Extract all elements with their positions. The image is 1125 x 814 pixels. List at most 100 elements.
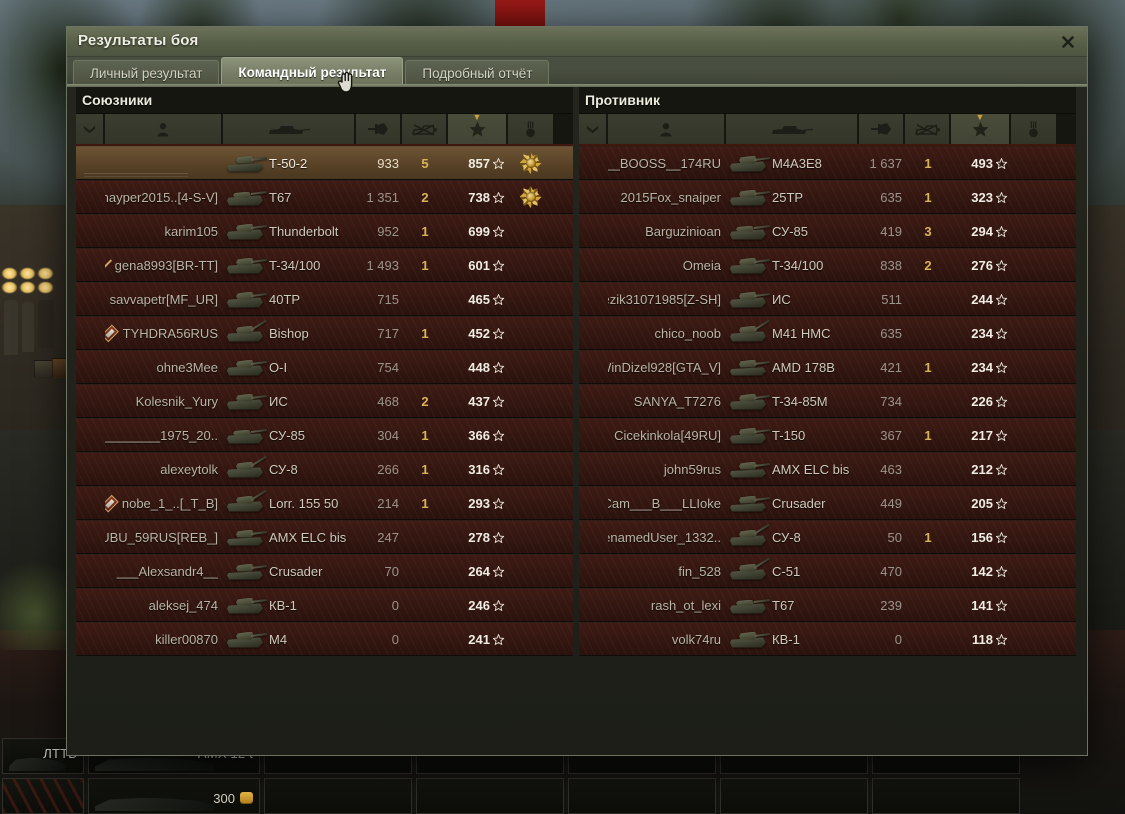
row-player-name[interactable]: karim105 — [105, 215, 223, 247]
carousel-cell[interactable]: 300 — [88, 778, 260, 814]
header-xp-star-icon[interactable]: ▼ — [448, 113, 508, 144]
tank-thumbnail — [223, 147, 269, 179]
table-row[interactable]: Omeia T-34/100 838 2 276 — [579, 248, 1076, 282]
table-row[interactable]: 2015Fox_snaiper 25TP 635 1 323 — [579, 180, 1076, 214]
table-row[interactable]: Cicekinkola[49RU] T-150 367 1 217 — [579, 418, 1076, 452]
table-row[interactable]: aleksej_474 КВ-1 0 246 — [76, 588, 573, 622]
row-player-name[interactable]: ohne3Mee — [105, 351, 223, 383]
row-player-name[interactable]: WinDizel928[GTA_V] — [608, 351, 726, 383]
table-row[interactable]: __BOOSS__174RU M4A3E8 1 637 1 493 — [579, 146, 1076, 180]
table-row[interactable]: RenamedUser_1332.. СУ-8 50 1 156 — [579, 520, 1076, 554]
row-player-name[interactable]: ___Alexsandr4__ — [105, 555, 223, 587]
table-row[interactable]: Cam___B___LLIoke Crusader 449 205 — [579, 486, 1076, 520]
header-xp-star-icon[interactable]: ▼ — [951, 113, 1011, 144]
row-player-name[interactable]: killer00870 — [105, 623, 223, 655]
row-player-name[interactable]: RenamedUser_1332.. — [608, 521, 726, 553]
row-player-name[interactable]: john59rus — [608, 453, 726, 485]
tab-team-result[interactable]: Командный результат — [221, 57, 404, 86]
table-row[interactable]: nobe_1_..[_T_B] Lorr. 155 50 214 1 293 — [76, 486, 573, 520]
tank-thumbnail — [726, 623, 772, 655]
row-player-name[interactable]: __BOOSS__174RU — [608, 147, 726, 179]
achievement-medal-icon[interactable] — [520, 186, 542, 208]
table-row[interactable]: BUBU_59RUS[REB_] AMX ELC bis 247 278 — [76, 520, 573, 554]
row-player-name[interactable]: SANYA_T7276 — [608, 385, 726, 417]
row-player-name[interactable]: ezik31071985[Z-SH] — [608, 283, 726, 315]
row-rank-badge — [76, 419, 105, 451]
row-player-name[interactable]: 2015Fox_snaiper — [608, 181, 726, 213]
tab-detailed-report[interactable]: Подробный отчёт — [405, 60, 550, 86]
table-row[interactable]: snayper2015..[4-S-V] T67 1 351 2 738 — [76, 180, 573, 214]
table-row[interactable]: killer00870 M4 0 241 — [76, 622, 573, 656]
table-row[interactable]: Kolesnik_Yury ИС 468 2 437 — [76, 384, 573, 418]
allies-table-header[interactable]: ▼ — [76, 113, 573, 146]
row-player-name[interactable]: alexeytolk — [105, 453, 223, 485]
row-player-name[interactable]: Omeia — [608, 249, 726, 281]
tab-personal-result[interactable]: Личный результат — [73, 60, 220, 86]
row-player-name[interactable]: savvapetr[MF_UR] — [105, 283, 223, 315]
row-player-name[interactable]: Barguzinioan — [608, 215, 726, 247]
row-player-name[interactable]: fin_528 — [608, 555, 726, 587]
header-player-silhouette-icon[interactable] — [608, 114, 726, 144]
row-player-name[interactable] — [105, 147, 223, 179]
tab-bar[interactable]: Личный результат Командный результат Под… — [73, 57, 550, 86]
row-player-name[interactable]: BUBU_59RUS[REB_] — [105, 521, 223, 553]
table-row[interactable]: rash_ot_lexi T67 239 141 — [579, 588, 1076, 622]
table-row[interactable]: alexeytolk СУ-8 266 1 316 — [76, 452, 573, 486]
row-player-name[interactable]: TYHDRA56RUS — [105, 317, 223, 349]
carousel-cell[interactable] — [720, 778, 868, 814]
table-row[interactable]: fin_528 С-51 470 142 — [579, 554, 1076, 588]
table-row[interactable]: ohne3Mee O-I 754 448 — [76, 350, 573, 384]
carousel-cell[interactable] — [568, 778, 716, 814]
header-tank-icon[interactable] — [726, 114, 859, 144]
tank-thumbnail — [223, 623, 269, 655]
table-row[interactable]: savvapetr[MF_UR] 40TP 715 465 — [76, 282, 573, 316]
header-damage-icon[interactable] — [356, 114, 402, 144]
carousel-cell[interactable] — [264, 778, 412, 814]
row-player-name[interactable]: Cam___B___LLIoke — [608, 487, 726, 519]
table-row[interactable]: Barguzinioan СУ-85 419 3 294 — [579, 214, 1076, 248]
table-row[interactable]: gena8993[BR-TT] T-34/100 1 493 1 601 — [76, 248, 573, 282]
header-medal-icon[interactable] — [1011, 114, 1056, 144]
table-row[interactable]: chico_noob M41 HMC 635 234 — [579, 316, 1076, 350]
carousel-cell[interactable] — [2, 778, 84, 814]
row-player-name[interactable]: rash_ot_lexi — [608, 589, 726, 621]
table-row[interactable]: Т-50-2 933 5 857 — [76, 146, 573, 180]
table-row[interactable]: SANYA_T7276 T-34-85M 734 226 — [579, 384, 1076, 418]
table-row[interactable]: TYHDRA56RUS Bishop 717 1 452 — [76, 316, 573, 350]
close-icon[interactable] — [1055, 29, 1081, 55]
table-row[interactable]: ezik31071985[Z-SH] ИС 511 244 — [579, 282, 1076, 316]
row-player-name[interactable]: aleksej_474 — [105, 589, 223, 621]
row-player-name[interactable]: gena8993[BR-TT] — [105, 249, 223, 281]
header-damage-icon[interactable] — [859, 114, 905, 144]
table-row[interactable]: __________1975_20.. СУ-85 304 1 366 — [76, 418, 573, 452]
header-kills-icon[interactable] — [402, 114, 448, 144]
header-player-silhouette-icon[interactable] — [105, 114, 223, 144]
background-lamp — [38, 268, 53, 279]
header-rank-chevron-icon[interactable] — [579, 114, 608, 144]
row-tank-name: AMX ELC bis — [269, 529, 347, 545]
row-player-name[interactable]: __________1975_20.. — [105, 419, 223, 451]
carousel-cell[interactable] — [416, 778, 564, 814]
row-medal[interactable] — [508, 147, 553, 179]
row-player-name[interactable]: nobe_1_..[_T_B] — [105, 487, 223, 519]
header-rank-chevron-icon[interactable] — [76, 114, 105, 144]
row-player-name[interactable]: chico_noob — [608, 317, 726, 349]
header-medal-icon[interactable] — [508, 114, 553, 144]
table-row[interactable]: WinDizel928[GTA_V] AMD 178B 421 1 234 — [579, 350, 1076, 384]
row-medal[interactable] — [508, 181, 553, 213]
table-row[interactable]: ___Alexsandr4__ Crusader 70 264 — [76, 554, 573, 588]
table-row[interactable]: john59rus AMX ELC bis 463 212 — [579, 452, 1076, 486]
tank-thumbnail — [223, 453, 269, 485]
enemies-table-header[interactable]: ▼ — [579, 113, 1076, 146]
achievement-medal-icon[interactable] — [520, 152, 542, 174]
header-tank-icon[interactable] — [223, 114, 356, 144]
row-player-name[interactable]: Cicekinkola[49RU] — [608, 419, 726, 451]
row-player-name[interactable]: snayper2015..[4-S-V] — [105, 181, 223, 213]
table-row[interactable]: karim105 Thunderbolt 952 1 699 — [76, 214, 573, 248]
row-player-name[interactable]: volk74ru — [608, 623, 726, 655]
table-row[interactable]: volk74ru КВ-1 0 118 — [579, 622, 1076, 656]
carousel-cell[interactable] — [872, 778, 1020, 814]
row-xp-value: 323 — [951, 181, 1011, 213]
header-kills-icon[interactable] — [905, 114, 951, 144]
row-player-name[interactable]: Kolesnik_Yury — [105, 385, 223, 417]
